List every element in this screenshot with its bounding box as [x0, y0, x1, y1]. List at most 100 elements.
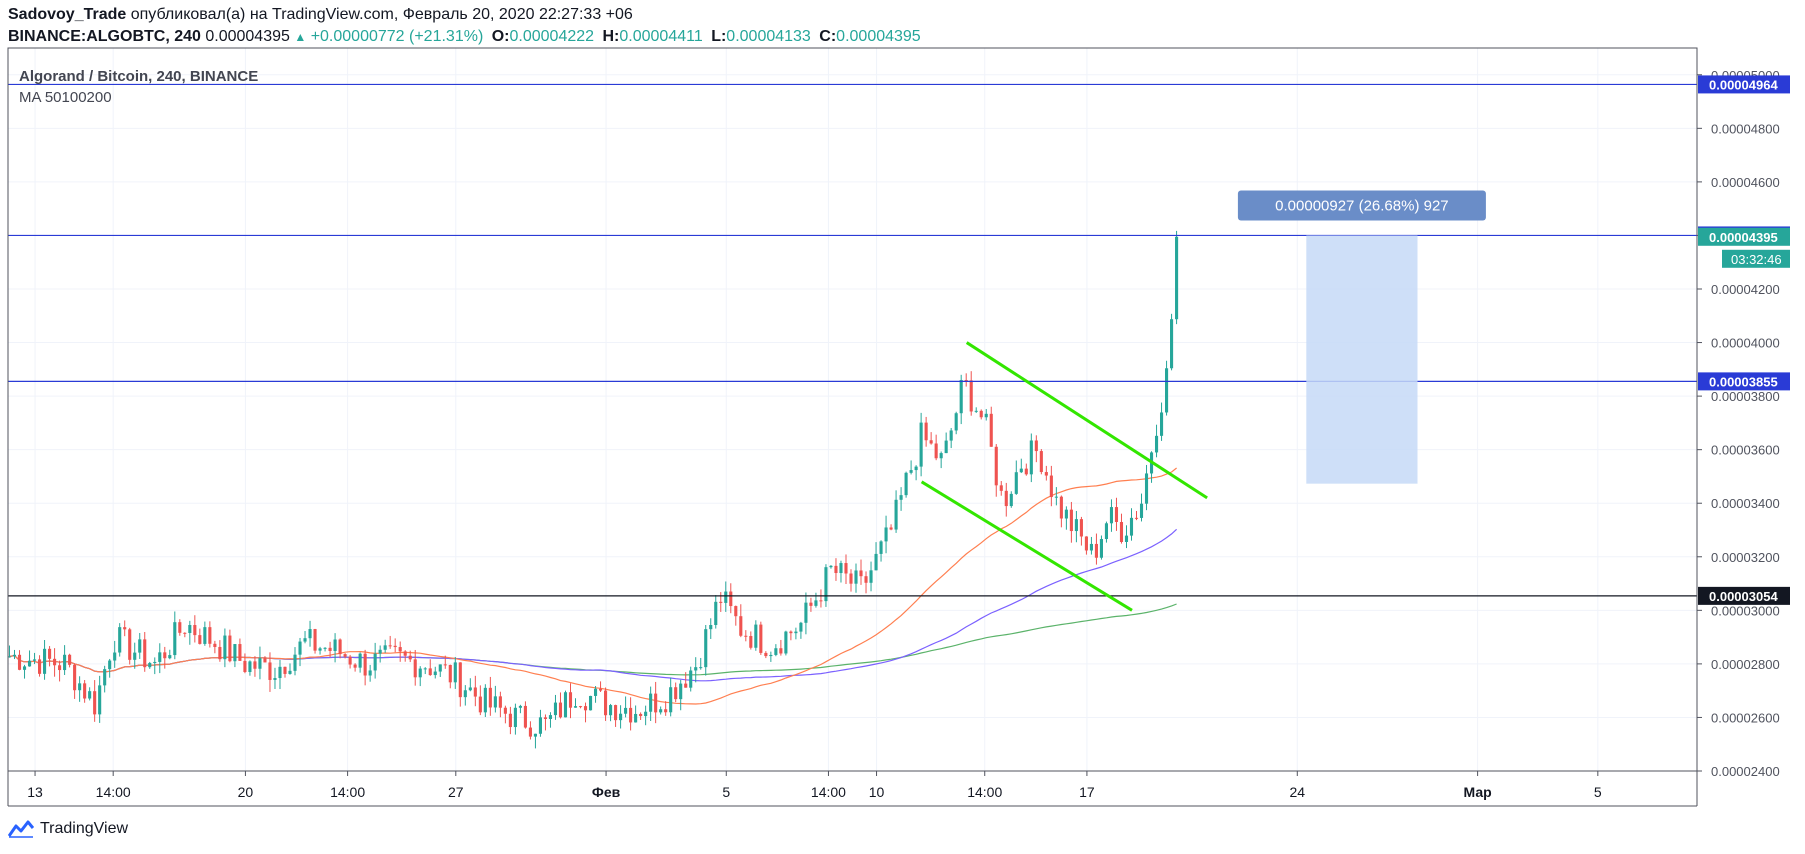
close-key: C: [819, 28, 837, 45]
candle-body [253, 661, 257, 669]
candle-body [719, 601, 723, 603]
candle-body [43, 648, 47, 674]
candle-body [619, 713, 623, 721]
candle-body [388, 645, 392, 647]
candle-body [438, 664, 442, 672]
candle-body [513, 707, 517, 728]
price-tick-label: 0.00002600 [1711, 710, 1780, 725]
candle-body [203, 627, 207, 644]
ma100-line [9, 528, 1178, 682]
candle-body [243, 660, 247, 673]
candle-body [343, 654, 347, 657]
candle-body [644, 711, 648, 717]
candle-body [483, 687, 487, 713]
candle-body [1079, 519, 1083, 537]
candle-body [328, 647, 332, 651]
candle-body [423, 668, 427, 670]
candle-body [143, 639, 147, 668]
last-price: 0.00004395 [205, 28, 290, 45]
candle-body [969, 380, 973, 412]
price-change: +0.00000772 (+21.31%) [310, 28, 484, 45]
price-range-label: 0.00000927 (26.68%) 927 [1275, 197, 1448, 214]
price-tick-label: 0.00004800 [1711, 121, 1780, 136]
candle-body [704, 629, 708, 668]
candle-body [624, 707, 628, 714]
price-range-box[interactable] [1306, 235, 1418, 484]
candle-body [944, 440, 948, 454]
candle-body [178, 622, 182, 633]
price-tick-label: 0.00004600 [1711, 175, 1780, 190]
candle-body [528, 727, 532, 737]
hline-price-label: 0.00004964 [1709, 77, 1778, 92]
candle-body [694, 667, 698, 671]
published-text: опубликовал(а) на TradingView.com, Февра… [130, 6, 633, 23]
candle-body [779, 648, 783, 654]
ohlc-header: BINANCE:ALGOBTC, 240 0.00004395 ▲ +0.000… [8, 28, 921, 46]
axes: 0.00002400 0.00002600 0.00002800 0.00003000… [7, 47, 1790, 807]
candle-body [503, 707, 507, 714]
candle-body [714, 601, 718, 626]
candle-body [739, 616, 743, 636]
candle-body [48, 648, 52, 659]
candle-body [318, 648, 322, 651]
author-name[interactable]: Sadovoy_Trade [8, 6, 127, 23]
candle-body [348, 656, 352, 665]
candle-body [548, 715, 553, 719]
high-value: 0.00004411 [619, 28, 703, 45]
price-range-label-box [1237, 190, 1486, 221]
candle-body [558, 702, 563, 718]
publish-info: Sadovoy_Trade опубликовал(а) на TradingV… [8, 6, 633, 24]
candle-body [413, 659, 417, 678]
candle-body [1129, 517, 1134, 536]
legend-ma[interactable]: MA 50100200 [19, 89, 112, 106]
up-arrow-icon: ▲ [294, 30, 307, 44]
candle-body [393, 645, 397, 648]
candle-body [73, 664, 77, 691]
candle-body [1009, 493, 1013, 507]
channel-trendline[interactable] [920, 480, 1133, 612]
candle-body [914, 466, 918, 471]
candle-body [819, 600, 823, 602]
candle-body [383, 645, 387, 650]
candle-body [17, 654, 22, 670]
candle-body [889, 527, 893, 530]
candle-body [989, 413, 993, 447]
candle-body [884, 527, 888, 542]
candle-body [363, 653, 367, 676]
candle-body [263, 658, 267, 663]
channel-trendline[interactable] [965, 341, 1208, 500]
legend-title: Algorand / Bitcoin, 240, BINANCE [19, 68, 258, 85]
candle-body [583, 706, 588, 711]
candle-body [724, 591, 728, 603]
candle-body [428, 668, 432, 676]
candle-body [929, 440, 933, 444]
candle-body [754, 624, 758, 648]
candle-body [919, 422, 923, 467]
candle-body [568, 692, 573, 708]
candle-body [879, 541, 883, 554]
candle-body [814, 600, 818, 606]
candle-body [949, 430, 953, 441]
candle-body [598, 688, 603, 691]
candle-body [759, 624, 763, 653]
candle-body [834, 565, 838, 574]
candle-body [1094, 543, 1098, 558]
candle-body [533, 733, 537, 737]
candle-body [654, 693, 658, 713]
candle-body [824, 567, 828, 602]
candle-body [523, 705, 527, 728]
candle-body [588, 695, 593, 711]
drawings[interactable]: 0.00000927 (26.68%) 927 [8, 83, 1697, 612]
candle-body [764, 652, 768, 657]
candle-body [769, 654, 773, 657]
candle-body [258, 658, 262, 669]
low-key: L: [711, 28, 727, 45]
candle-body [954, 413, 958, 431]
candle-body [93, 691, 97, 715]
candle-body [979, 410, 983, 418]
open-value: 0.00004222 [509, 28, 595, 45]
hline-price-label: 0.00003054 [1709, 589, 1778, 604]
candle-body [418, 668, 422, 678]
price-tick-label: 0.00003600 [1711, 443, 1780, 458]
